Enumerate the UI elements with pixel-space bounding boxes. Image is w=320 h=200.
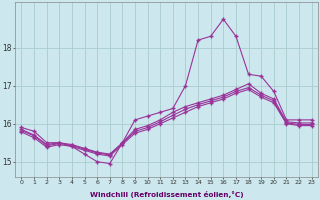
X-axis label: Windchill (Refroidissement éolien,°C): Windchill (Refroidissement éolien,°C) (90, 191, 244, 198)
